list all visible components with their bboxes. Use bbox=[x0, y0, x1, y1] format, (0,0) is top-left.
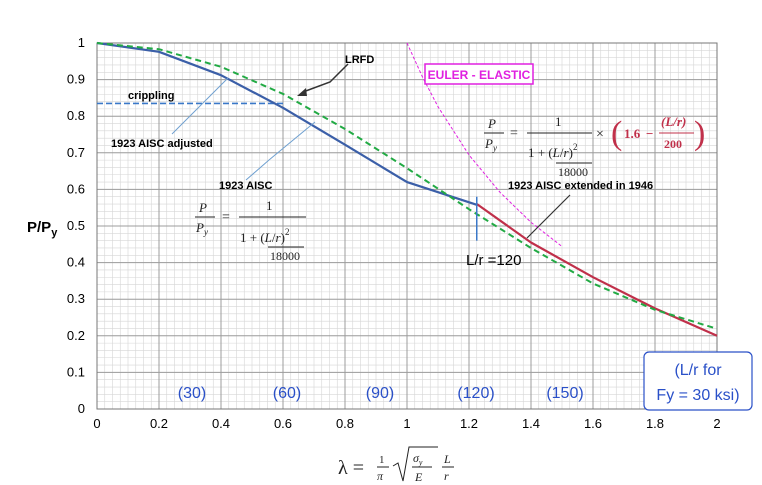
pointer-1946 bbox=[526, 194, 571, 239]
formula2-constant: 18000 bbox=[558, 165, 588, 179]
annotation-euler: EULER - ELASTIC bbox=[428, 68, 531, 82]
y-tick-label: 0.5 bbox=[67, 218, 85, 233]
slenderness-label-60: (60) bbox=[273, 385, 301, 402]
slenderness-label-90: (90) bbox=[366, 385, 394, 402]
x-axis-formula: λ = 1 π σy E L r bbox=[338, 446, 454, 484]
series-lrfd bbox=[96, 42, 718, 330]
x-tick-label: 1 bbox=[403, 416, 410, 431]
annotation-lrfd: LRFD bbox=[345, 54, 374, 66]
y-tick-label: 0.8 bbox=[67, 108, 85, 123]
x-formula-one: 1 bbox=[379, 454, 385, 466]
y-tick-label: 1 bbox=[78, 35, 85, 50]
x-tick-label: 1.2 bbox=[460, 416, 478, 431]
lr-fy-box bbox=[643, 351, 753, 411]
y-tick-label: 0.9 bbox=[67, 72, 85, 87]
series-1923-aisc-1946 bbox=[476, 203, 718, 337]
x-formula-e: E bbox=[414, 470, 423, 484]
formula2-one: 1 bbox=[555, 114, 562, 129]
slenderness-label-30: (30) bbox=[178, 385, 206, 402]
x-formula-pi: π bbox=[377, 469, 384, 483]
annotation-1923-aisc-1946: 1923 AISC extended in 1946 bbox=[508, 180, 653, 192]
series-1923-aisc bbox=[96, 41, 478, 206]
grid bbox=[96, 42, 718, 410]
x-tick-label: 0.2 bbox=[150, 416, 168, 431]
formula-equals: = bbox=[222, 210, 230, 225]
slenderness-label-150: (150) bbox=[546, 385, 583, 402]
x-tick-label: 0.4 bbox=[212, 416, 230, 431]
x-formula-sigma: σy bbox=[413, 451, 423, 467]
y-tick-label: 0.6 bbox=[67, 181, 85, 196]
formula2-times: × bbox=[596, 127, 604, 142]
y-tick-label: 0.1 bbox=[67, 364, 85, 379]
x-tick-label: 0.8 bbox=[336, 416, 354, 431]
formula2-p: P bbox=[487, 116, 496, 131]
pointer-lrfd-head bbox=[297, 88, 307, 96]
tick-labels: 0 0.2 0.4 0.6 0.8 1 1.2 1.4 1.6 1.8 2 0 0.1 0.2 0.3 0.4… bbox=[67, 35, 721, 431]
formula-one: 1 bbox=[266, 198, 273, 213]
series-euler-elastic bbox=[406, 42, 563, 247]
annotation-1923-aisc: 1923 AISC bbox=[219, 180, 272, 192]
y-tick-label: 0.2 bbox=[67, 328, 85, 343]
x-tick-label: 0.6 bbox=[274, 416, 292, 431]
x-tick-label: 1.6 bbox=[584, 416, 602, 431]
formula2-lr: (L/r) bbox=[661, 114, 686, 129]
x-tick-label: 1.8 bbox=[646, 416, 664, 431]
x-formula-r: r bbox=[444, 469, 449, 483]
annotation-1923-adjusted: 1923 AISC adjusted bbox=[111, 138, 213, 150]
slenderness-label-120: (120) bbox=[457, 385, 494, 402]
euler-label-box bbox=[424, 63, 534, 85]
pointer-1923-aisc bbox=[245, 121, 316, 181]
formula2-paren-open: ( bbox=[611, 115, 622, 152]
x-formula-sqrt bbox=[392, 446, 438, 482]
series-lines bbox=[96, 41, 718, 337]
formula-p: P bbox=[198, 200, 207, 215]
formula2-den: 1 + (L/r)2 bbox=[528, 142, 577, 160]
formula2-minus: − bbox=[646, 126, 653, 141]
x-tick-label: 2 bbox=[713, 416, 720, 431]
x-tick-label: 0 bbox=[93, 416, 100, 431]
formula2-divisor: 200 bbox=[664, 137, 682, 151]
x-formula-l: L bbox=[443, 452, 451, 466]
y-tick-label: 0.3 bbox=[67, 291, 85, 306]
formula-den: 1 + (L/r)2 bbox=[240, 227, 289, 245]
pointer-adjusted bbox=[171, 77, 229, 135]
annotation-crippling: crippling bbox=[128, 90, 174, 102]
pointer-lrfd bbox=[302, 63, 349, 93]
formula-1923-aisc: P Py = 1 1 + (L/r)2 18000 bbox=[195, 198, 306, 263]
lr-fy-line2: Fy = 30 ksi) bbox=[656, 387, 739, 404]
x-formula-lambda: λ = bbox=[338, 457, 364, 479]
formula2-factor: 1.6 bbox=[624, 126, 641, 141]
annotation-lr-120: L/r =120 bbox=[466, 252, 521, 269]
formula2-equals: = bbox=[510, 126, 518, 141]
y-tick-label: 0.4 bbox=[67, 255, 85, 270]
formula-constant: 18000 bbox=[270, 249, 300, 263]
y-tick-label: 0 bbox=[78, 401, 85, 416]
y-tick-label: 0.7 bbox=[67, 145, 85, 160]
formula2-paren-close: ) bbox=[694, 115, 705, 152]
x-tick-label: 1.4 bbox=[522, 416, 540, 431]
lr-fy-line1: (L/r for bbox=[674, 362, 722, 379]
y-axis-label: P/Py bbox=[27, 219, 58, 239]
